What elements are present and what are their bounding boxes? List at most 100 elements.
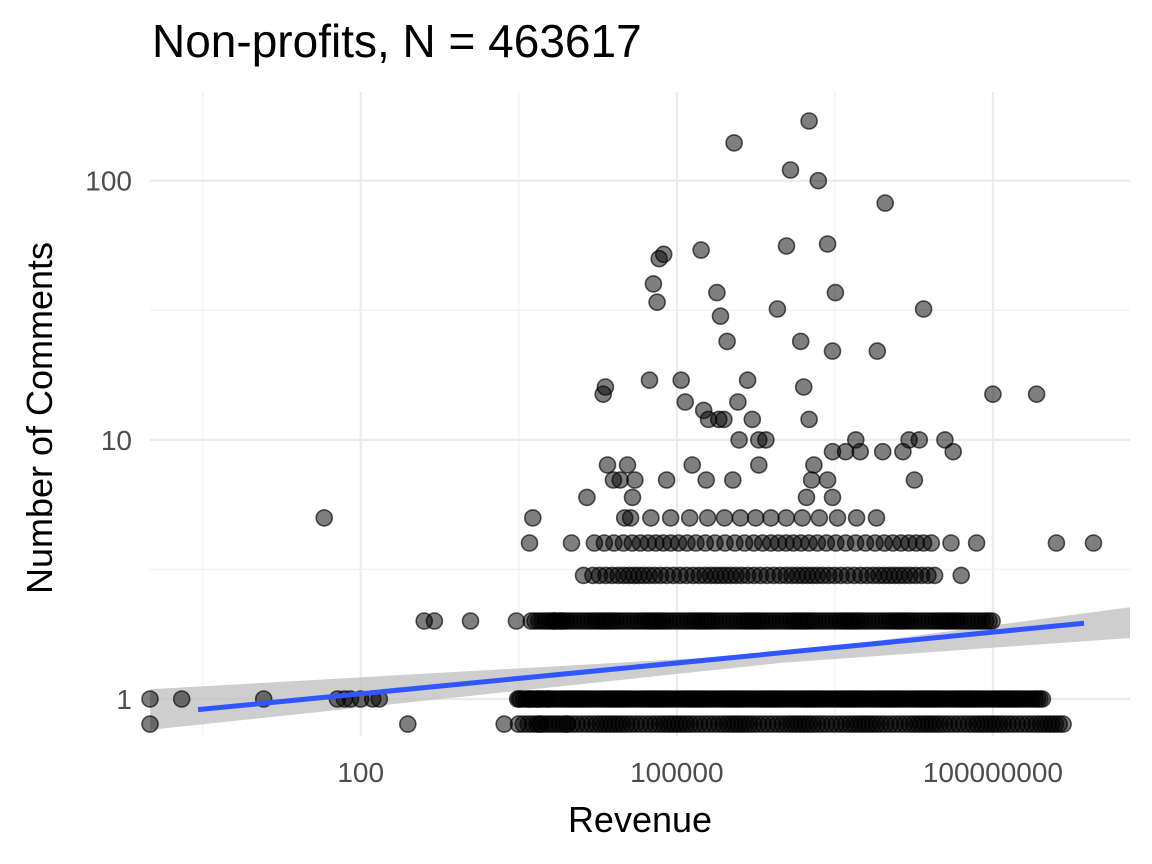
data-point: [562, 534, 581, 552]
data-point: [683, 456, 702, 474]
chart-title: Non-profits, N = 463617: [152, 15, 642, 67]
data-point: [791, 332, 810, 351]
y-tick-label: 10: [101, 425, 132, 456]
data-point: [594, 385, 613, 404]
data-point: [738, 371, 757, 390]
data-point: [925, 566, 944, 585]
data-point: [768, 300, 787, 318]
data-points: [141, 112, 1103, 733]
x-tick-label: 100000000: [923, 757, 1063, 788]
data-point: [698, 509, 717, 527]
data-point: [793, 509, 812, 527]
data-point: [725, 134, 743, 152]
data-point: [718, 332, 736, 351]
data-point: [1033, 690, 1052, 708]
data-point: [936, 431, 954, 449]
data-point: [952, 566, 971, 585]
data-point: [644, 275, 663, 293]
data-point: [983, 612, 1001, 630]
data-point: [967, 534, 986, 552]
data-point: [797, 488, 816, 507]
y-tick-label: 1: [116, 684, 132, 715]
data-point: [746, 509, 765, 527]
data-point: [425, 612, 444, 630]
data-point: [914, 300, 933, 318]
data-point: [777, 509, 796, 527]
data-point: [836, 442, 855, 461]
data-point: [900, 431, 918, 449]
data-point: [905, 471, 924, 489]
data-point: [672, 371, 691, 390]
data-point: [676, 393, 695, 411]
data-point: [544, 612, 563, 630]
tick-labels: 100 100000 100000000 1 10 100: [85, 166, 1063, 788]
x-tick-label: 100: [337, 757, 384, 788]
data-point: [846, 431, 865, 449]
data-point: [642, 509, 660, 527]
data-point: [715, 410, 733, 429]
data-point: [648, 293, 666, 312]
data-point: [749, 456, 768, 474]
data-point: [604, 471, 623, 489]
data-point: [777, 237, 796, 255]
y-axis-title: Number of Comments: [19, 242, 60, 594]
data-point: [1047, 534, 1066, 552]
data-point: [711, 307, 730, 326]
data-point: [618, 456, 637, 474]
data-point: [873, 442, 892, 461]
data-point: [818, 471, 837, 489]
data-point: [867, 509, 886, 527]
data-point: [823, 342, 842, 360]
data-point: [757, 431, 775, 449]
data-point: [697, 471, 716, 489]
data-point: [615, 509, 634, 527]
data-point: [657, 471, 676, 489]
data-point: [654, 245, 673, 264]
data-point: [922, 534, 941, 552]
data-point: [315, 509, 334, 527]
data-point: [715, 509, 734, 527]
data-point: [661, 509, 680, 527]
data-point: [942, 534, 960, 552]
x-axis-title: Revenue: [568, 799, 712, 840]
data-point: [828, 509, 847, 527]
data-point: [680, 509, 699, 527]
data-point: [623, 488, 642, 507]
data-point: [557, 715, 576, 733]
data-point: [574, 566, 593, 585]
data-point: [520, 534, 539, 552]
data-point: [598, 456, 617, 474]
x-tick-label: 100000: [630, 757, 723, 788]
data-point: [626, 471, 644, 489]
data-point: [539, 690, 557, 708]
data-point: [507, 612, 526, 630]
data-point: [1084, 534, 1103, 552]
data-point: [172, 690, 191, 708]
data-point: [692, 241, 710, 259]
data-point: [818, 235, 837, 253]
data-point: [823, 488, 842, 507]
data-point: [730, 431, 748, 449]
data-point: [794, 378, 813, 396]
data-point: [461, 612, 480, 630]
data-point: [876, 194, 895, 212]
data-point: [984, 385, 1002, 404]
data-point: [523, 509, 542, 527]
data-point: [805, 456, 823, 474]
data-point: [729, 393, 747, 411]
y-tick-label: 100: [85, 166, 132, 197]
data-point: [723, 471, 742, 489]
data-point: [809, 171, 828, 190]
data-point: [530, 715, 549, 733]
data-point: [708, 283, 726, 302]
data-point: [826, 283, 845, 302]
data-point: [781, 161, 800, 179]
data-point: [141, 715, 159, 733]
data-point: [495, 715, 514, 733]
data-point: [802, 471, 821, 489]
data-point: [578, 488, 596, 507]
data-point: [868, 342, 887, 360]
trend-line-path: [197, 620, 1085, 713]
data-point: [810, 509, 829, 527]
data-point: [800, 112, 818, 130]
